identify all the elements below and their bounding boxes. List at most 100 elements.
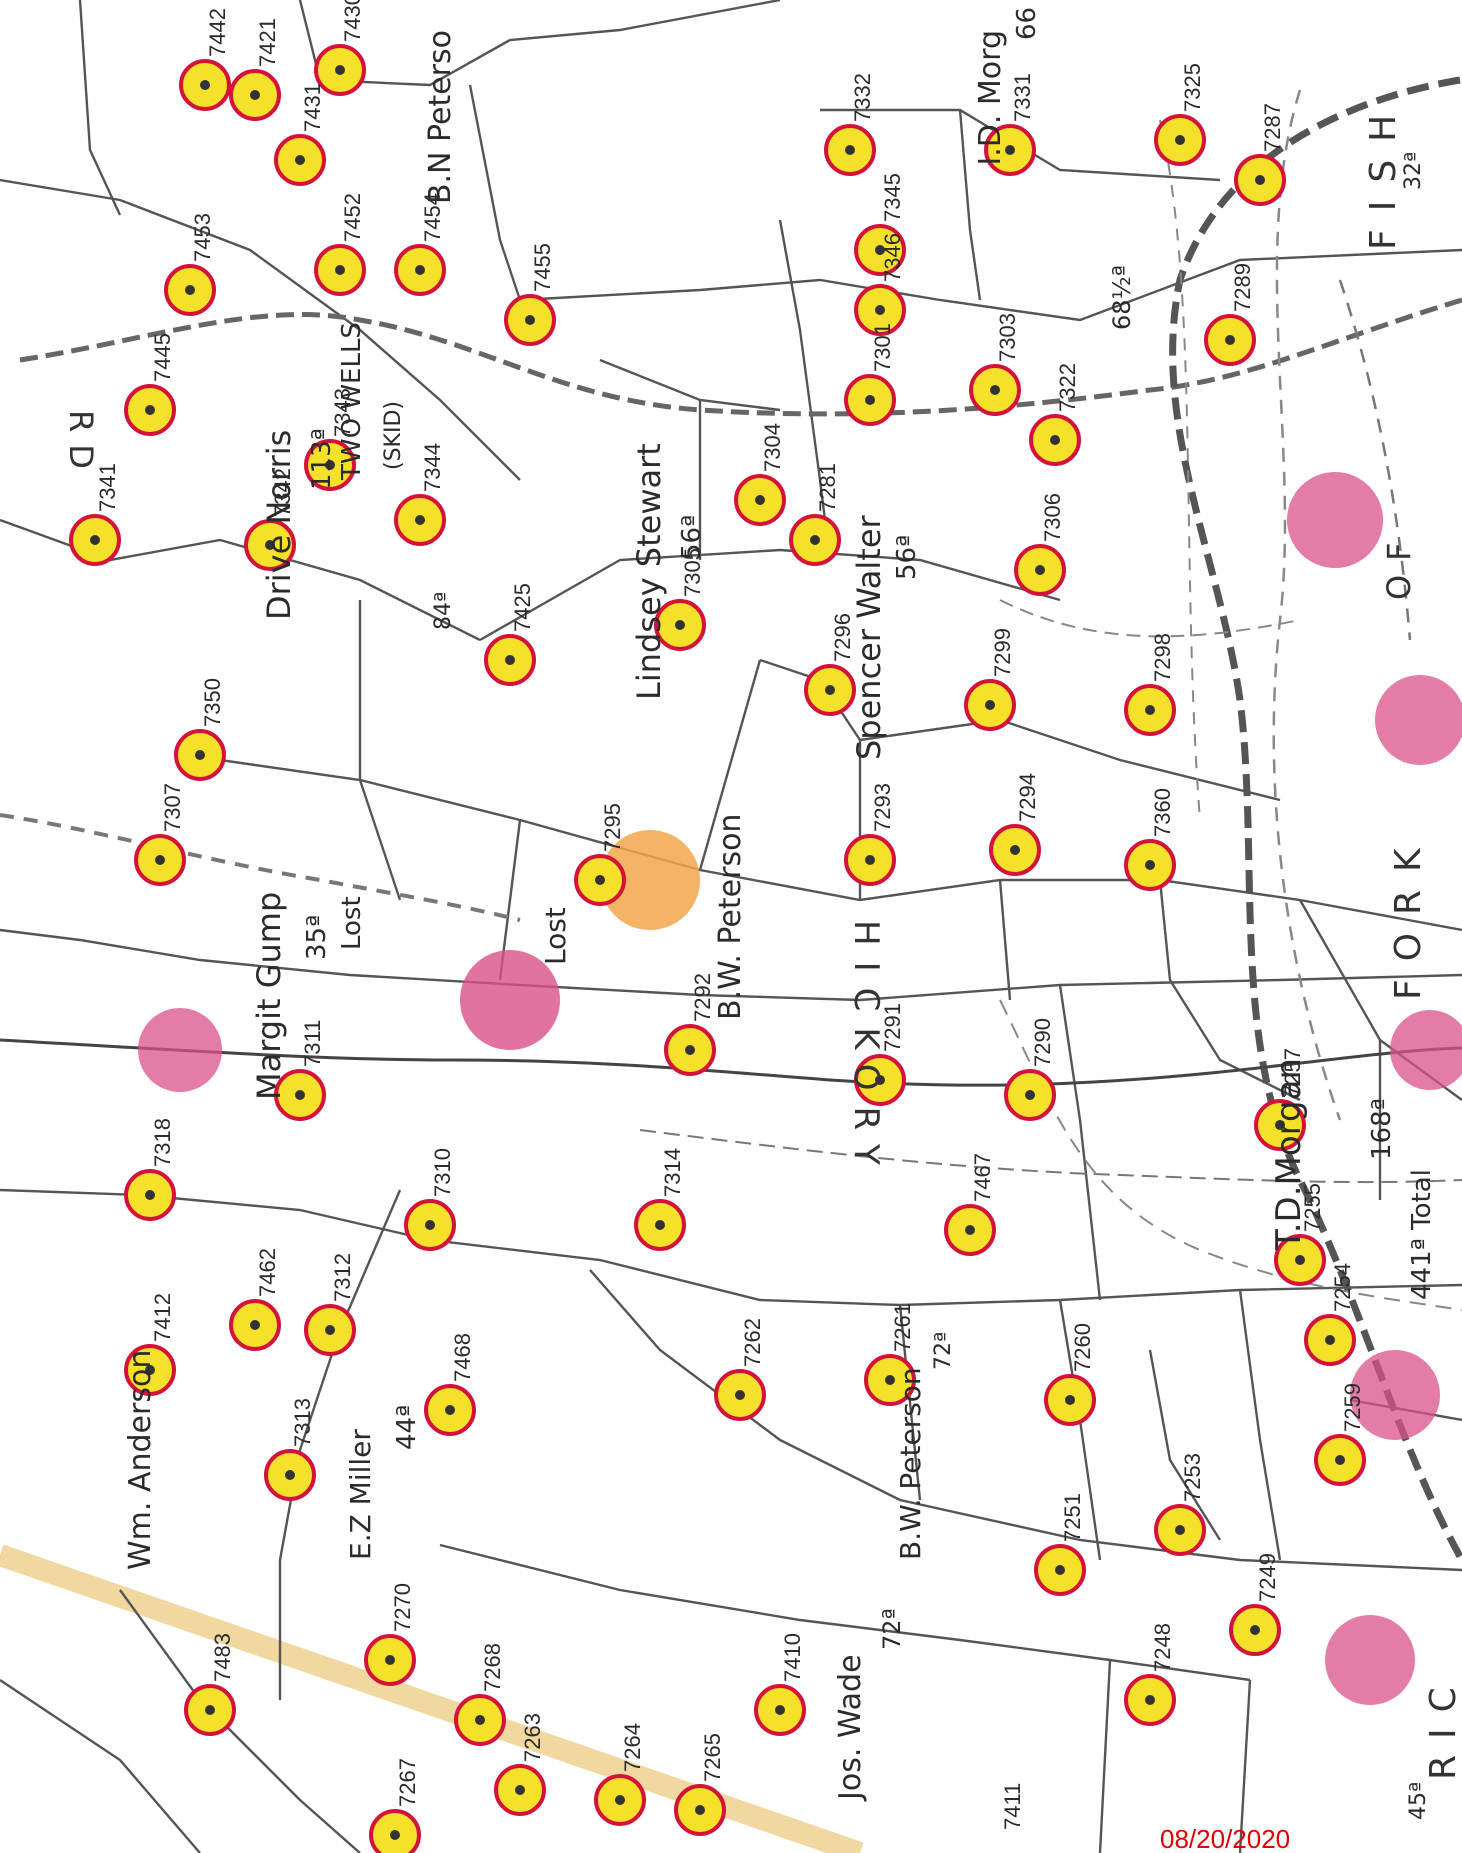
well-number-label: 7259 bbox=[1340, 1383, 1365, 1432]
road-label-of: OF bbox=[1380, 528, 1418, 600]
well-marker-dot bbox=[1025, 1090, 1035, 1100]
well-number-label: 7260 bbox=[1070, 1323, 1095, 1372]
well-number-label: 7296 bbox=[830, 613, 855, 662]
well-number-label: 7265 bbox=[700, 1733, 725, 1782]
well-marker-dot bbox=[965, 1225, 975, 1235]
well-marker-dot bbox=[505, 655, 515, 665]
owner-total: 441ª Total bbox=[1407, 1169, 1437, 1300]
well-marker-dot bbox=[1145, 1695, 1155, 1705]
well-number-label: 7295 bbox=[600, 803, 625, 852]
plugged-well-markers bbox=[138, 472, 1462, 1705]
well-number-label: 7322 bbox=[1055, 363, 1080, 412]
well-number-label: 7445 bbox=[150, 333, 175, 382]
owner-bw-peterson-mid: B.W. Peterson bbox=[713, 814, 748, 1020]
well-marker-dot bbox=[335, 265, 345, 275]
well-number-label: 7344 bbox=[420, 443, 445, 492]
well-marker-dot bbox=[1005, 145, 1015, 155]
well-number-label: 7314 bbox=[660, 1148, 685, 1197]
owner-spencer-walter-acres: 56ª bbox=[892, 535, 922, 580]
well-number-label: 7298 bbox=[1150, 633, 1175, 682]
well-number-label: 7360 bbox=[1150, 788, 1175, 837]
well-marker-dot bbox=[250, 1320, 260, 1330]
well-number-label: 7454 bbox=[420, 193, 445, 242]
dashed-roads bbox=[0, 76, 1462, 1562]
well-marker-dot bbox=[1325, 1335, 1335, 1345]
well-marker-dot bbox=[525, 315, 535, 325]
owner-bn-peterson-top: B.N Peterso bbox=[423, 30, 458, 204]
well-number-label: 7249 bbox=[1255, 1553, 1280, 1602]
well-marker-dot bbox=[1250, 1625, 1260, 1635]
owner-bw-peterson-low-acres: 72ª bbox=[931, 1332, 956, 1370]
well-marker-dot bbox=[145, 1190, 155, 1200]
owner-lost-1: Lost bbox=[337, 896, 367, 950]
well-marker-dot bbox=[265, 540, 275, 550]
well-marker-dot bbox=[1145, 860, 1155, 870]
well-number-label: 7452 bbox=[340, 193, 365, 242]
well-number-label: 7421 bbox=[255, 18, 280, 67]
well-marker-dot bbox=[205, 1705, 215, 1715]
well-number-label: 7251 bbox=[1060, 1493, 1085, 1542]
well-number-label: 7410 bbox=[780, 1633, 805, 1682]
well-marker-dot bbox=[155, 855, 165, 865]
well-number-label: 7425 bbox=[510, 583, 535, 632]
well-marker-dot bbox=[685, 1045, 695, 1055]
well-marker-dot bbox=[285, 1470, 295, 1480]
well-marker-dot bbox=[325, 1325, 335, 1335]
well-marker-dot bbox=[90, 535, 100, 545]
hickory-road-line bbox=[0, 1038, 1462, 1087]
well-number-label: 7342 bbox=[270, 468, 295, 517]
well-number-label: 7483 bbox=[210, 1633, 235, 1682]
well-number-label: 7455 bbox=[530, 243, 555, 292]
well-marker-dot bbox=[875, 245, 885, 255]
well-marker-dot bbox=[865, 395, 875, 405]
well-number-label: 7325 bbox=[1180, 63, 1205, 112]
well-marker-dot bbox=[295, 1090, 305, 1100]
well-number-label: 7293 bbox=[870, 783, 895, 832]
well-number-label: 7268 bbox=[480, 1643, 505, 1692]
well-number-label: 7267 bbox=[395, 1758, 420, 1807]
acres-84: 84ª bbox=[431, 592, 456, 630]
road-label-fish: FISH bbox=[1363, 97, 1404, 250]
well-number-label: 7453 bbox=[190, 213, 215, 262]
well-number-label: 7346 bbox=[880, 233, 905, 282]
well-number-label: 7253 bbox=[1180, 1453, 1205, 1502]
well-number-label: 7281 bbox=[815, 463, 840, 512]
well-number-label: 7331 bbox=[1010, 73, 1035, 122]
well-marker-dot bbox=[875, 1075, 885, 1085]
well-marker-dot bbox=[425, 1220, 435, 1230]
well-number-label: 7303 bbox=[995, 313, 1020, 362]
owner-drive-norris-acres: 113ª bbox=[307, 428, 337, 490]
acres-68: 68½ª bbox=[1108, 265, 1136, 330]
well-marker-dot bbox=[1175, 1525, 1185, 1535]
well-number-label: 7248 bbox=[1150, 1623, 1175, 1672]
well-marker-dot bbox=[415, 265, 425, 275]
well-marker-dot bbox=[1255, 175, 1265, 185]
well-number-label: 7313 bbox=[290, 1398, 315, 1447]
well-number-label: 7289 bbox=[1230, 263, 1255, 312]
well-marker-dot bbox=[845, 145, 855, 155]
well-marker-dot bbox=[1175, 135, 1185, 145]
owner-ez-miller-acres: 44ª bbox=[392, 1405, 422, 1450]
well-marker-dot bbox=[1055, 1565, 1065, 1575]
well-number-label: 7306 bbox=[1040, 493, 1065, 542]
well-marker-dot bbox=[1335, 1455, 1345, 1465]
well-marker-dot bbox=[655, 1220, 665, 1230]
well-number-label: 7304 bbox=[760, 423, 785, 472]
well-marker-dot bbox=[295, 155, 305, 165]
owner-td-morgan-acres: 168ª bbox=[1367, 1098, 1397, 1160]
well-number-label: 7312 bbox=[330, 1253, 355, 1302]
owner-id-morgan-top: I.D. Morg bbox=[973, 30, 1008, 166]
well-number-label: 7270 bbox=[390, 1583, 415, 1632]
owner-td-morgan: T.D.Morgan bbox=[1269, 1058, 1309, 1251]
well-marker-dot bbox=[985, 700, 995, 710]
road-label-fork: FORK bbox=[1388, 830, 1429, 1000]
road-label-hickory: HICKORY bbox=[846, 920, 886, 1181]
well-number-label: 7294 bbox=[1015, 773, 1040, 822]
well-number-label: 7299 bbox=[990, 628, 1015, 677]
well-marker-dot bbox=[1145, 705, 1155, 715]
well-marker-dot bbox=[865, 855, 875, 865]
well-number-label: 7468 bbox=[450, 1333, 475, 1382]
well-marker-dot bbox=[775, 1705, 785, 1715]
well-number-label: 7301 bbox=[870, 323, 895, 372]
